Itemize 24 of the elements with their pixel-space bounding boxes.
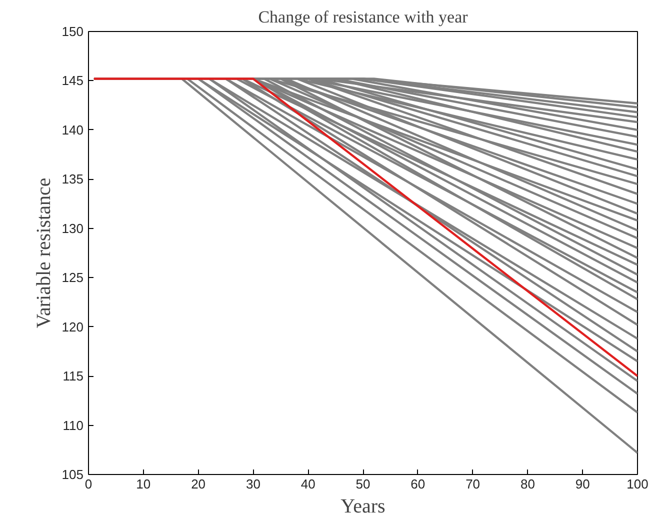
chart-title: Change of resistance with year bbox=[258, 8, 468, 26]
y-tick-label: 105 bbox=[62, 467, 84, 482]
x-axis-title: Years bbox=[340, 496, 386, 518]
x-tick-label: 70 bbox=[466, 476, 480, 492]
x-tick-label: 100 bbox=[626, 476, 648, 492]
y-axis-title: Variable resistance bbox=[32, 178, 55, 328]
y-tick-label: 135 bbox=[62, 172, 84, 187]
x-tick-label: 20 bbox=[191, 476, 206, 492]
y-tick-label: 120 bbox=[62, 319, 84, 334]
y-tick-label: 145 bbox=[62, 73, 84, 88]
x-tick-label: 0 bbox=[84, 476, 92, 492]
x-tick-label: 40 bbox=[300, 476, 316, 492]
y-tick-label: 125 bbox=[62, 270, 84, 286]
y-tick-label: 115 bbox=[62, 368, 84, 384]
y-tick-label: 110 bbox=[62, 418, 84, 433]
x-tick-label: 90 bbox=[575, 476, 590, 492]
y-tick-label: 140 bbox=[62, 122, 84, 138]
y-tick-label: 130 bbox=[62, 220, 84, 236]
x-tick-label: 30 bbox=[246, 476, 260, 492]
x-tick-label: 50 bbox=[356, 476, 370, 492]
y-tick-label: 150 bbox=[62, 24, 84, 39]
x-tick-label: 10 bbox=[136, 476, 151, 492]
x-tick-label: 60 bbox=[410, 476, 426, 492]
x-tick-label: 80 bbox=[520, 476, 535, 492]
